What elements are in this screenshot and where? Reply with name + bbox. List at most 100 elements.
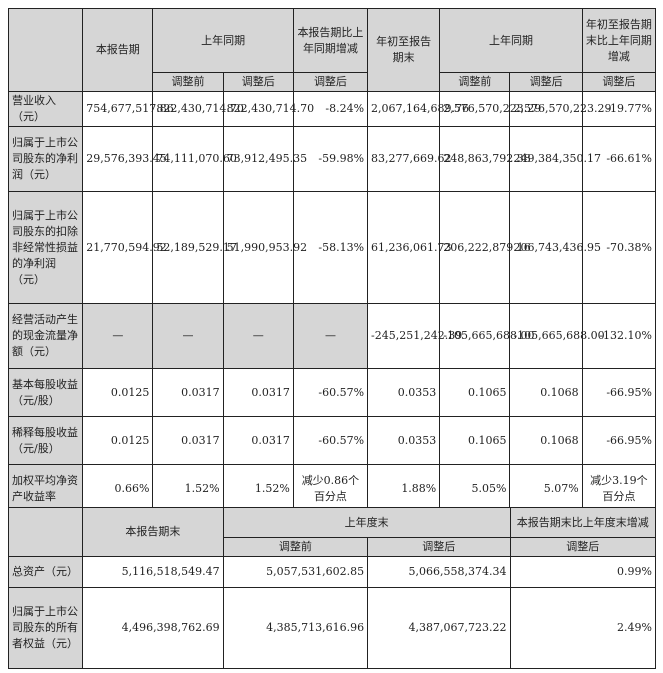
- value-cell: -60.57%: [292, 368, 369, 417]
- header-prior-period: 上年同期: [152, 8, 294, 73]
- value-cell: -19.77%: [581, 91, 657, 127]
- subheader: 调整前: [152, 72, 224, 92]
- value-cell: 0.0353: [367, 368, 441, 417]
- value-cell: 0.0317: [222, 368, 294, 417]
- header-ytd: 年初至报告期末: [367, 8, 441, 92]
- row-label: 归属于上市公司股东的所有者权益（元）: [7, 587, 84, 669]
- row-label: 经营活动产生的现金流量净额（元）: [7, 303, 84, 369]
- value-cell: 0.99%: [509, 556, 657, 588]
- table-row: 经营活动产生的现金流量净额（元） — — — — -245,251,242.39 -105,…: [7, 303, 657, 369]
- value-cell: 5.07%: [509, 464, 583, 514]
- row-label: 稀释每股收益（元/股）: [7, 416, 84, 465]
- subheader: 调整后: [367, 537, 511, 557]
- value-cell: 0.1065: [439, 368, 511, 417]
- header-current-period: 本报告期: [82, 8, 154, 92]
- row-label: 加权平均净资产收益率: [7, 464, 84, 514]
- value-cell: -66.95%: [581, 416, 657, 465]
- value-cell: —: [82, 303, 154, 369]
- value-cell: 0.0125: [82, 368, 154, 417]
- value-cell: 5,057,531,602.85: [222, 556, 369, 588]
- value-cell: 83,277,669.62: [367, 126, 452, 192]
- row-label: 总资产（元）: [7, 556, 84, 588]
- quarterly-financials-table: 本报告期 上年同期 本报告期比上年同期增减 年初至报告期末 上年同期 年初至报告…: [7, 8, 657, 514]
- value-cell: 1.52%: [222, 464, 294, 514]
- value-cell: —: [292, 303, 369, 369]
- value-cell: 206,743,436.95: [509, 191, 601, 304]
- table-row: 基本每股收益（元/股） 0.0125 0.0317 0.0317 -60.57% 0.03…: [7, 368, 657, 417]
- table-row: 总资产（元） 5,116,518,549.47 5,057,531,602.85 5,…: [7, 556, 657, 588]
- table-row: 营业收入（元） 754,677,517.86 822,430,714.70 822,4…: [7, 91, 657, 127]
- table-row: 归属于上市公司股东的所有者权益（元） 4,496,398,762.69 4,385,…: [7, 587, 657, 669]
- value-cell: 0.1068: [509, 416, 583, 465]
- value-cell: 0.0317: [152, 416, 224, 465]
- value-cell: 1.88%: [367, 464, 441, 514]
- value-cell: —: [222, 303, 294, 369]
- value-cell: 0.1065: [439, 416, 511, 465]
- subheader: 调整后: [222, 72, 294, 92]
- value-cell: 74,111,070.60: [152, 126, 237, 192]
- header-change: 本报告期末比上年度末增减: [509, 507, 657, 538]
- value-cell: 29,576,393.45: [82, 126, 167, 192]
- table-row: 稀释每股收益（元/股） 0.0125 0.0317 0.0317 -60.57% 0.03…: [7, 416, 657, 465]
- value-cell: 2,576,570,223.29: [439, 91, 541, 127]
- row-label: 营业收入（元）: [7, 91, 84, 127]
- header-ytd-change: 年初至报告期末比上年同期增减: [581, 8, 657, 73]
- corner-cell: [7, 8, 84, 92]
- value-cell: 5,066,558,374.34: [367, 556, 511, 588]
- value-cell: 减少0.86个百分点: [292, 464, 369, 514]
- value-cell: -105,665,688.00: [439, 303, 534, 369]
- value-cell: 0.1068: [509, 368, 583, 417]
- value-cell: 0.0317: [152, 368, 224, 417]
- header-prior-ytd: 上年同期: [439, 8, 583, 73]
- value-cell: 206,222,879.16: [439, 191, 531, 304]
- value-cell: 52,189,529.17: [152, 191, 237, 304]
- value-cell: -66.95%: [581, 368, 657, 417]
- value-cell: 754,677,517.86: [82, 91, 174, 127]
- value-cell: 822,430,714.70: [222, 91, 314, 127]
- balance-table: 本报告期末 上年度末 本报告期末比上年度末增减 调整前 调整后 调整后 总资产（…: [7, 507, 657, 669]
- value-cell: 21,770,594.92: [82, 191, 167, 304]
- value-cell: 减少3.19个百分点: [581, 464, 657, 514]
- header-prior-year-end: 上年度末: [222, 507, 511, 538]
- value-cell: 5,116,518,549.47: [82, 556, 224, 588]
- value-cell: 2,576,570,223.29: [509, 91, 611, 127]
- value-cell: 0.0317: [222, 416, 294, 465]
- value-cell: 248,863,792.38: [439, 126, 531, 192]
- value-cell: —: [152, 303, 224, 369]
- value-cell: 2.49%: [509, 587, 657, 669]
- value-cell: -8.24%: [292, 91, 369, 127]
- header-period-end: 本报告期末: [82, 507, 224, 557]
- table-row: 归属于上市公司股东的扣除非经常性损益的净利润（元） 21,770,594.92 52…: [7, 191, 657, 304]
- subheader: 调整前: [439, 72, 511, 92]
- subheader: 调整后: [509, 537, 657, 557]
- value-cell: 4,387,067,723.22: [367, 587, 511, 669]
- subheader: 调整后: [292, 72, 369, 92]
- value-cell: 73,912,495.35: [222, 126, 307, 192]
- value-cell: -70.38%: [581, 191, 657, 304]
- value-cell: 51,990,953.92: [222, 191, 307, 304]
- row-label: 归属于上市公司股东的净利润（元）: [7, 126, 84, 192]
- subheader: 调整前: [222, 537, 369, 557]
- table-row: 加权平均净资产收益率 0.66% 1.52% 1.52% 减少0.86个百分点 1.88%…: [7, 464, 657, 514]
- row-label: 基本每股收益（元/股）: [7, 368, 84, 417]
- value-cell: 822,430,714.70: [152, 91, 244, 127]
- value-cell: 0.0125: [82, 416, 154, 465]
- value-cell: 2,067,164,689.76: [367, 91, 469, 127]
- value-cell: -105,665,688.00: [509, 303, 605, 369]
- value-cell: 249,384,350.17: [509, 126, 601, 192]
- value-cell: 0.66%: [82, 464, 154, 514]
- value-cell: 4,496,398,762.69: [82, 587, 224, 669]
- table-row: 归属于上市公司股东的净利润（元） 29,576,393.45 74,111,070.…: [7, 126, 657, 192]
- value-cell: -66.61%: [581, 126, 657, 192]
- row-label: 归属于上市公司股东的扣除非经常性损益的净利润（元）: [7, 191, 84, 304]
- value-cell: 4,385,713,616.96: [222, 587, 369, 669]
- value-cell: -60.57%: [292, 416, 369, 465]
- subheader: 调整后: [509, 72, 583, 92]
- corner-cell: [7, 507, 84, 557]
- value-cell: -132.10%: [581, 303, 657, 369]
- value-cell: 0.0353: [367, 416, 441, 465]
- value-cell: 61,236,061.73: [367, 191, 452, 304]
- value-cell: -245,251,242.39: [367, 303, 462, 369]
- subheader: 调整后: [581, 72, 657, 92]
- value-cell: 5.05%: [439, 464, 511, 514]
